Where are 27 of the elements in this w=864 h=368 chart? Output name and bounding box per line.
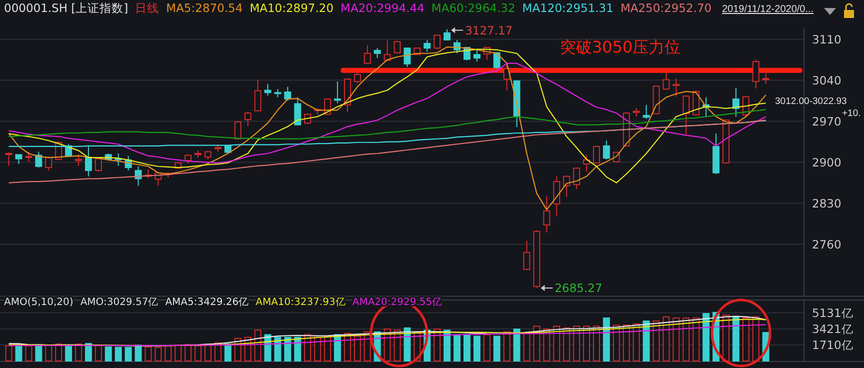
y-tick-label: 2900 <box>812 155 842 170</box>
text: 2019/11/12-2020/0... <box>722 4 814 15</box>
text: MA60:2964.32 <box>431 1 516 15</box>
y-tick-label: 3421亿 <box>812 322 854 336</box>
ref-line-label: 突破3050压力位 <box>560 37 681 56</box>
y-tick-label: 2970 <box>812 114 842 128</box>
text: +10. <box>842 108 861 119</box>
text: AMA10:3237.93亿 <box>256 297 346 308</box>
text: MA250:2952.70 <box>620 1 712 15</box>
text: MA120:2951.31 <box>522 1 614 15</box>
y-tick-label: 1710亿 <box>812 338 854 352</box>
y-tick-label: 3040 <box>812 73 842 88</box>
y-tick-label: 2760 <box>812 237 842 252</box>
text: MA20:2994.44 <box>340 1 424 15</box>
chart-subtitle: 日线 <box>135 1 160 15</box>
chart-title: AMO(5,10,20) <box>4 297 74 308</box>
chart-title: 000001.SH [上证指数] <box>4 1 128 15</box>
annotation: 2685.27 <box>554 281 602 296</box>
text: AMA5:3429.26亿 <box>165 297 249 308</box>
annotation: 3127.17 <box>465 23 513 38</box>
text: MA10:2897.20 <box>250 1 334 15</box>
y-tick-label: 5131亿 <box>812 306 854 320</box>
y-tick-label: 2830 <box>812 196 842 210</box>
y-tick-label: 3110 <box>812 32 842 46</box>
text: 3012.00-3022.93 <box>775 96 847 107</box>
text: MA5:2870.54 <box>166 1 243 15</box>
chart-subtitle: AMO:3029.57亿 <box>80 297 158 308</box>
